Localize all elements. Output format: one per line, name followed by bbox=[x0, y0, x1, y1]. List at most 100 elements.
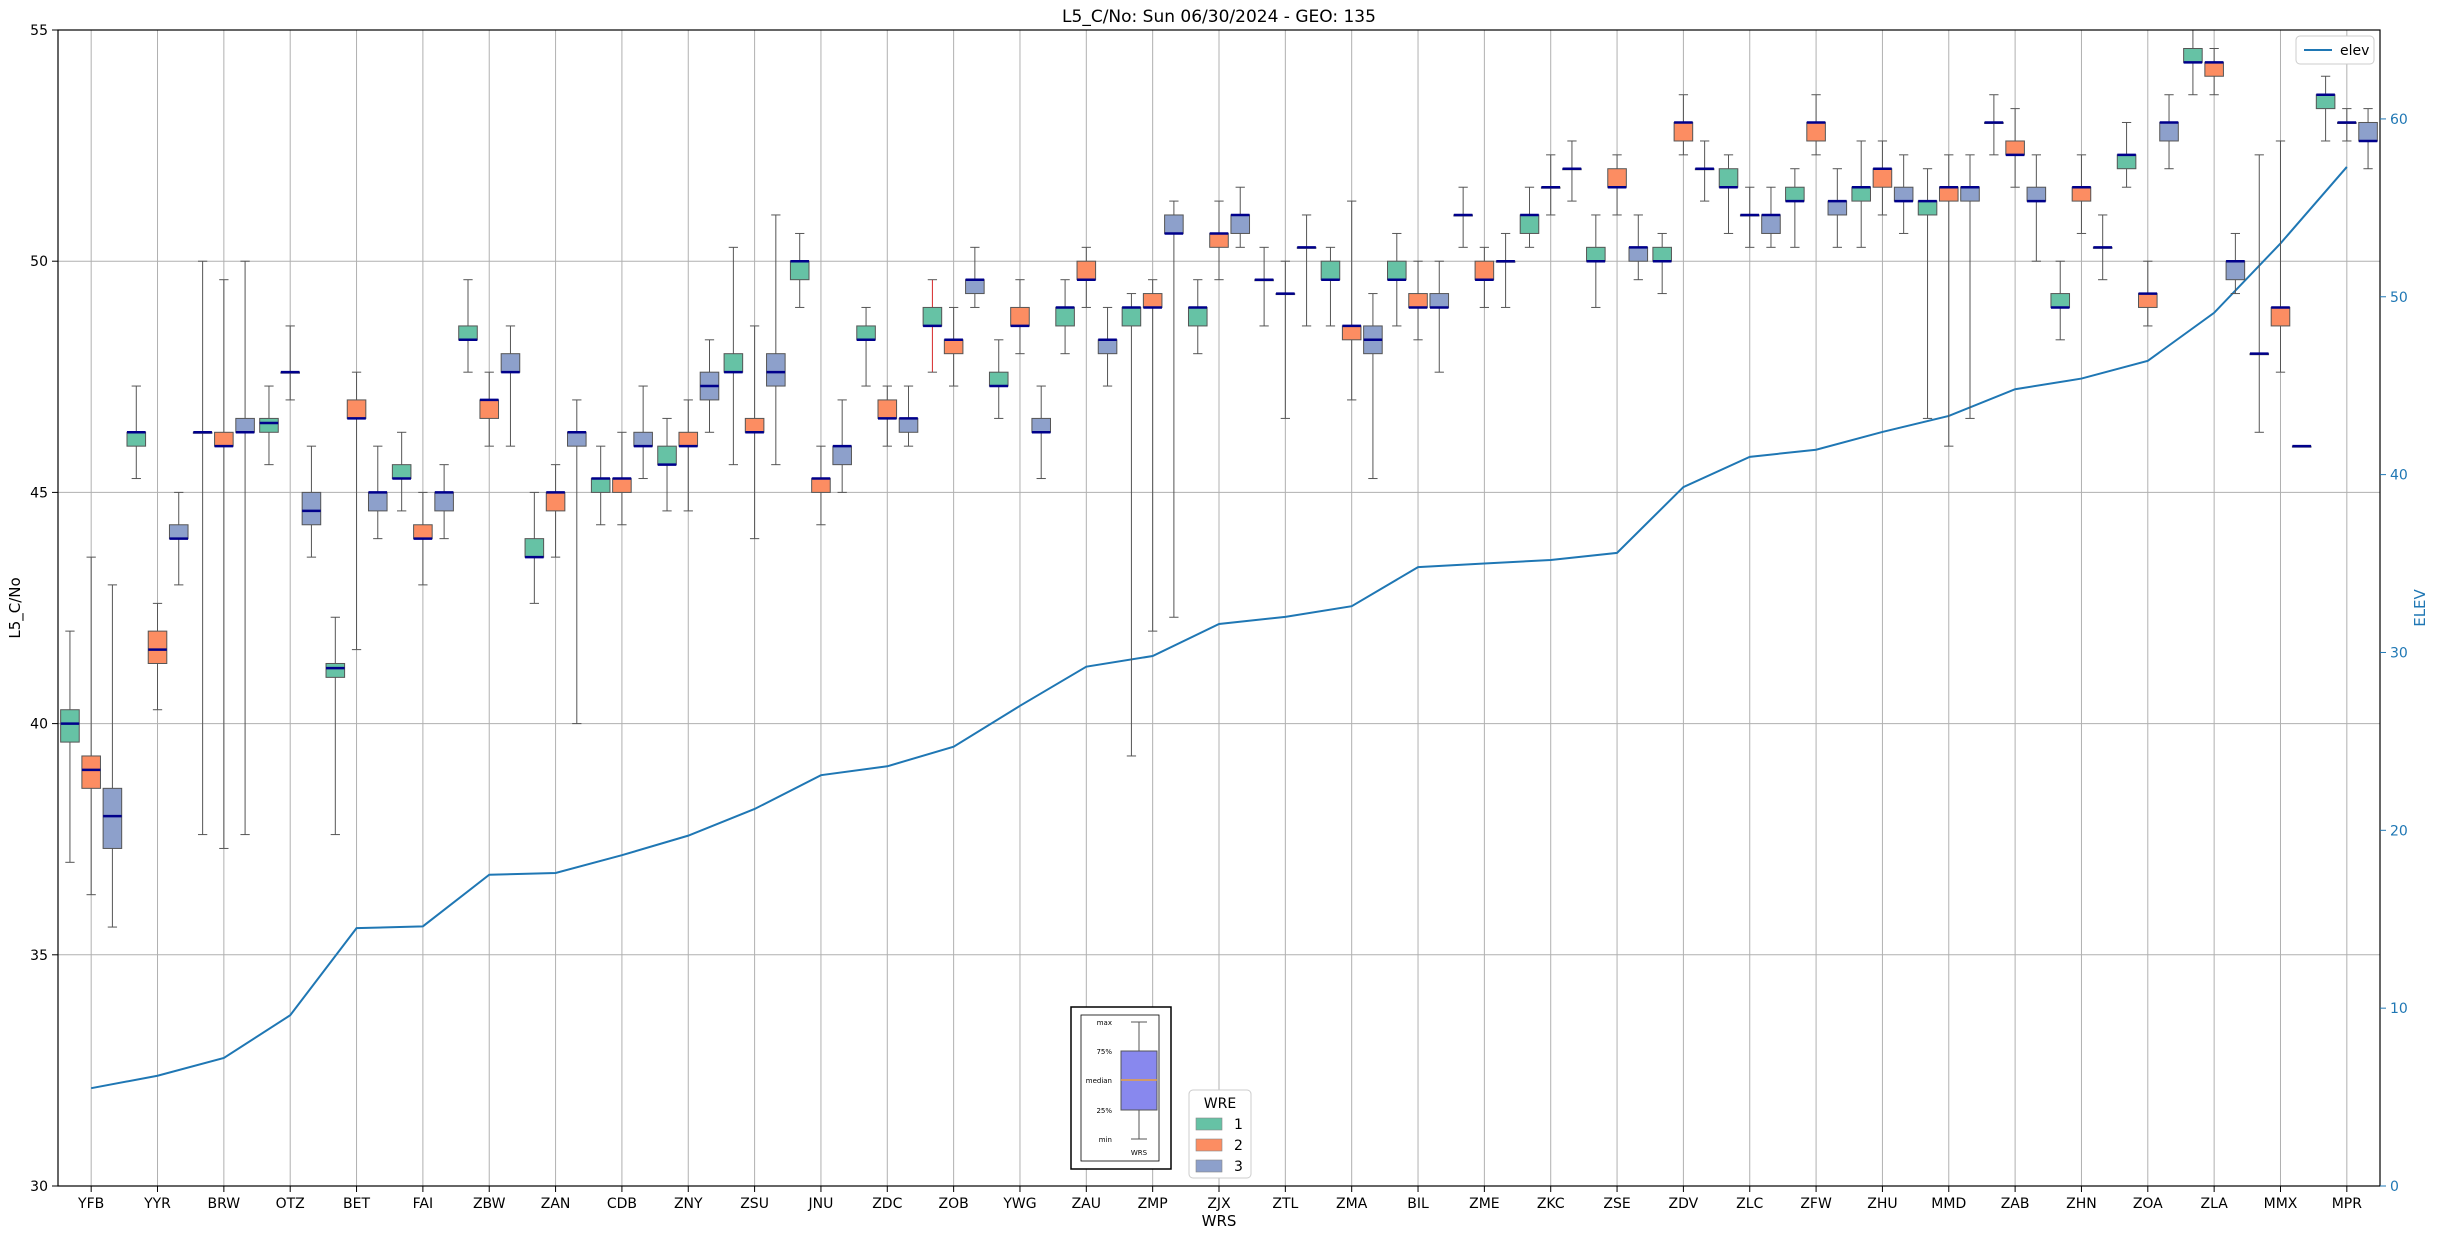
x-tick-label: JNU bbox=[808, 1196, 834, 1212]
box-body bbox=[1586, 246, 1606, 262]
box-zla-wre3 bbox=[2225, 232, 2246, 295]
box-body bbox=[2050, 293, 2071, 308]
box-zab-wre2 bbox=[2005, 108, 2025, 188]
box-zkc-wre2 bbox=[1540, 154, 1561, 216]
box-mmx-wre3 bbox=[2291, 444, 2312, 448]
box-body bbox=[479, 399, 500, 419]
y2-tick-label: 0 bbox=[2390, 1179, 2399, 1195]
box-body bbox=[301, 491, 322, 526]
box-zob-wre2 bbox=[943, 306, 964, 387]
box-zan-wre3 bbox=[567, 399, 587, 725]
box-body bbox=[102, 787, 123, 849]
box-bil-wre3 bbox=[1429, 260, 1450, 373]
x-tick-label: BIL bbox=[1407, 1196, 1429, 1212]
box-cdb-wre3 bbox=[633, 385, 653, 480]
box-body bbox=[235, 417, 255, 433]
box-body bbox=[965, 279, 985, 295]
box-body bbox=[2138, 293, 2158, 308]
box-yyr-wre2 bbox=[147, 602, 168, 711]
box-brw-wre1 bbox=[192, 260, 213, 836]
x-tick-label: ZLC bbox=[1736, 1196, 1763, 1212]
x-tick-label: OTZ bbox=[276, 1196, 305, 1212]
box-body bbox=[877, 399, 898, 419]
box-body bbox=[60, 709, 80, 743]
box-body bbox=[2071, 186, 2092, 202]
box-zse-wre2 bbox=[1607, 154, 1627, 216]
elev-line bbox=[90, 166, 2348, 1090]
box-zhu-wre1 bbox=[1851, 140, 1871, 248]
y2-tick-label: 40 bbox=[2390, 468, 2408, 484]
box-jnu-wre2 bbox=[811, 445, 831, 526]
box-ywg-wre1 bbox=[988, 339, 1009, 419]
box-body bbox=[524, 538, 545, 558]
x-tick-label: YYR bbox=[143, 1196, 171, 1212]
box-zhn-wre3 bbox=[2092, 214, 2113, 281]
box-body bbox=[545, 491, 566, 512]
box-zdc-wre1 bbox=[856, 306, 876, 387]
box-body bbox=[1872, 168, 1893, 188]
box-fai-wre3 bbox=[434, 464, 454, 540]
y-tick-label: 45 bbox=[30, 485, 48, 501]
box-body bbox=[2358, 121, 2378, 142]
box-bet-wre3 bbox=[367, 445, 388, 540]
box-body bbox=[633, 431, 653, 447]
x-tick-label: ZMA bbox=[1336, 1196, 1368, 1212]
box-body bbox=[168, 524, 189, 540]
box-cdb-wre2 bbox=[612, 431, 632, 526]
x-tick-label: FAI bbox=[413, 1196, 433, 1212]
x-tick-label: ZNY bbox=[674, 1196, 703, 1212]
box-body bbox=[1320, 260, 1341, 281]
box-zjx-wre2 bbox=[1209, 200, 1229, 281]
box-body bbox=[367, 491, 388, 512]
box-body bbox=[1938, 186, 1959, 202]
y-tick-label: 50 bbox=[30, 254, 48, 270]
box-bil-wre2 bbox=[1408, 260, 1428, 341]
x-tick-label: ZTL bbox=[1272, 1196, 1298, 1212]
wre-legend-label: 2 bbox=[1234, 1138, 1243, 1154]
box-body bbox=[1917, 200, 1938, 216]
box-body bbox=[1607, 168, 1627, 188]
box-zfw-wre3 bbox=[1827, 168, 1848, 248]
x-tick-label: ZOA bbox=[2133, 1196, 2163, 1212]
box-zab-wre3 bbox=[2026, 154, 2047, 262]
box-body bbox=[1055, 306, 1075, 327]
x-tick-label: MPR bbox=[2332, 1196, 2363, 1212]
box-body bbox=[2005, 140, 2025, 156]
box-body bbox=[1142, 293, 1163, 308]
box-body bbox=[1121, 306, 1142, 327]
elev-line-series bbox=[90, 166, 2348, 1090]
box-zdv-wre3 bbox=[1694, 140, 1715, 202]
key-label: max bbox=[1097, 1019, 1112, 1027]
box-body bbox=[147, 630, 168, 664]
wre-legend: WRE 1 2 3 bbox=[1188, 1089, 1252, 1179]
x-tick-label: ZSU bbox=[740, 1196, 769, 1212]
y-tick-label: 55 bbox=[30, 23, 48, 39]
box-otz-wre2 bbox=[280, 325, 300, 401]
x-tick-label: ZAU bbox=[1072, 1196, 1101, 1212]
box-marks bbox=[60, 29, 2378, 928]
x-tick-label: ZMP bbox=[1138, 1196, 1168, 1212]
x-tick-label: MMD bbox=[1931, 1196, 1966, 1212]
box-body bbox=[988, 371, 1009, 387]
box-zhn-wre1 bbox=[2050, 260, 2071, 341]
box-body bbox=[2315, 94, 2336, 110]
axes: YFB YYR BRW OTZ BET FAI ZBW ZAN CDB ZNY ZSU JNU ZDC Z… bbox=[30, 23, 2408, 1212]
box-body bbox=[81, 755, 101, 789]
box-zsu-wre1 bbox=[723, 246, 744, 466]
box-zau-wre3 bbox=[1097, 306, 1118, 387]
box-body bbox=[898, 417, 919, 433]
x-tick-label: ZBW bbox=[473, 1196, 506, 1212]
box-body bbox=[1031, 417, 1051, 433]
box-zob-wre3 bbox=[965, 246, 985, 308]
box-zny-wre3 bbox=[699, 339, 720, 433]
wre-legend-title: WRE bbox=[1204, 1096, 1236, 1112]
box-mpr-wre1 bbox=[2315, 75, 2336, 142]
box-body bbox=[789, 260, 810, 281]
box-mmx-wre1 bbox=[2249, 154, 2270, 433]
box-zse-wre1 bbox=[1586, 214, 1606, 308]
box-zmp-wre1 bbox=[1121, 293, 1142, 757]
x-tick-label: ZDC bbox=[872, 1196, 902, 1212]
box-body bbox=[1408, 293, 1428, 308]
wre-legend-label: 3 bbox=[1234, 1159, 1243, 1175]
